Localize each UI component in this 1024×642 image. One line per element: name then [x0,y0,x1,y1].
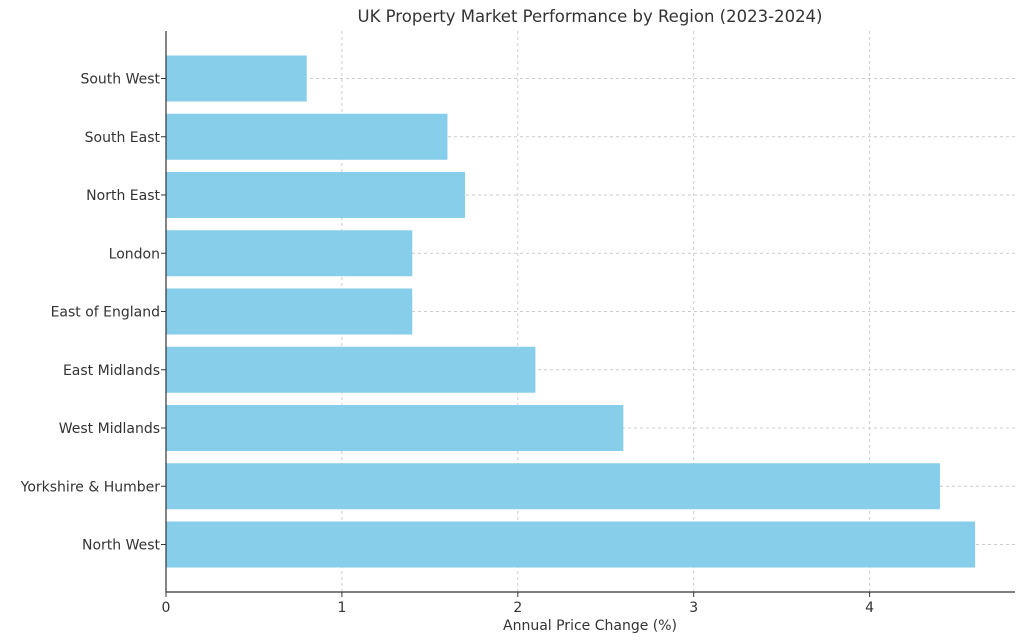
x-axis-label: Annual Price Change (%) [503,618,677,634]
bar [166,172,466,218]
y-tick-label: North West [82,538,161,554]
y-tick-label: South West [80,72,160,88]
bar [166,55,307,102]
y-tick-label: West Midlands [59,421,160,437]
x-tick-label: 1 [337,600,346,616]
bar [166,463,940,510]
y-tick-label: Yorkshire & Humber [20,479,161,495]
bar [166,113,448,160]
y-tick-label: London [109,246,160,262]
y-tick-labels: North West Yorkshire & Humber West Midland… [20,72,166,554]
x-tick-labels: 0 1 2 3 4 [162,592,874,616]
y-tick-label: East Midlands [63,363,160,379]
x-tick-label: 0 [162,600,171,616]
x-tick-label: 3 [689,600,698,616]
bars [166,55,976,568]
y-tick-label: East of England [51,305,160,321]
y-tick-label: South East [85,130,161,146]
bar [166,521,976,568]
chart-title: UK Property Market Performance by Region… [358,7,823,26]
x-tick-label: 2 [513,600,522,616]
y-tick-label: North East [86,188,160,204]
x-tick-label: 4 [865,600,874,616]
bar [166,230,413,277]
bar [166,288,413,335]
bar [166,405,624,451]
bar [166,346,536,393]
